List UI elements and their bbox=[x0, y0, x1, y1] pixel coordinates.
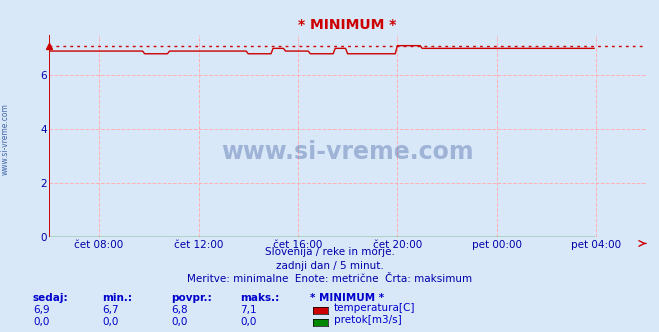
Text: 6,7: 6,7 bbox=[102, 305, 119, 315]
Text: zadnji dan / 5 minut.: zadnji dan / 5 minut. bbox=[275, 261, 384, 271]
Text: * MINIMUM *: * MINIMUM * bbox=[310, 293, 384, 303]
Text: maks.:: maks.: bbox=[241, 293, 280, 303]
Text: www.si-vreme.com: www.si-vreme.com bbox=[1, 104, 10, 175]
Text: Meritve: minimalne  Enote: metrične  Črta: maksimum: Meritve: minimalne Enote: metrične Črta:… bbox=[187, 274, 472, 284]
Text: 0,0: 0,0 bbox=[171, 317, 188, 327]
Text: sedaj:: sedaj: bbox=[33, 293, 69, 303]
Text: povpr.:: povpr.: bbox=[171, 293, 212, 303]
Text: 6,8: 6,8 bbox=[171, 305, 188, 315]
Text: temperatura[C]: temperatura[C] bbox=[334, 303, 416, 313]
Text: www.si-vreme.com: www.si-vreme.com bbox=[221, 140, 474, 164]
Text: 0,0: 0,0 bbox=[102, 317, 119, 327]
Text: min.:: min.: bbox=[102, 293, 132, 303]
Text: 0,0: 0,0 bbox=[241, 317, 257, 327]
Text: 7,1: 7,1 bbox=[241, 305, 257, 315]
Text: 0,0: 0,0 bbox=[33, 317, 49, 327]
Text: 6,9: 6,9 bbox=[33, 305, 49, 315]
Text: pretok[m3/s]: pretok[m3/s] bbox=[334, 315, 402, 325]
Text: Slovenija / reke in morje.: Slovenija / reke in morje. bbox=[264, 247, 395, 257]
Title: * MINIMUM *: * MINIMUM * bbox=[299, 18, 397, 32]
